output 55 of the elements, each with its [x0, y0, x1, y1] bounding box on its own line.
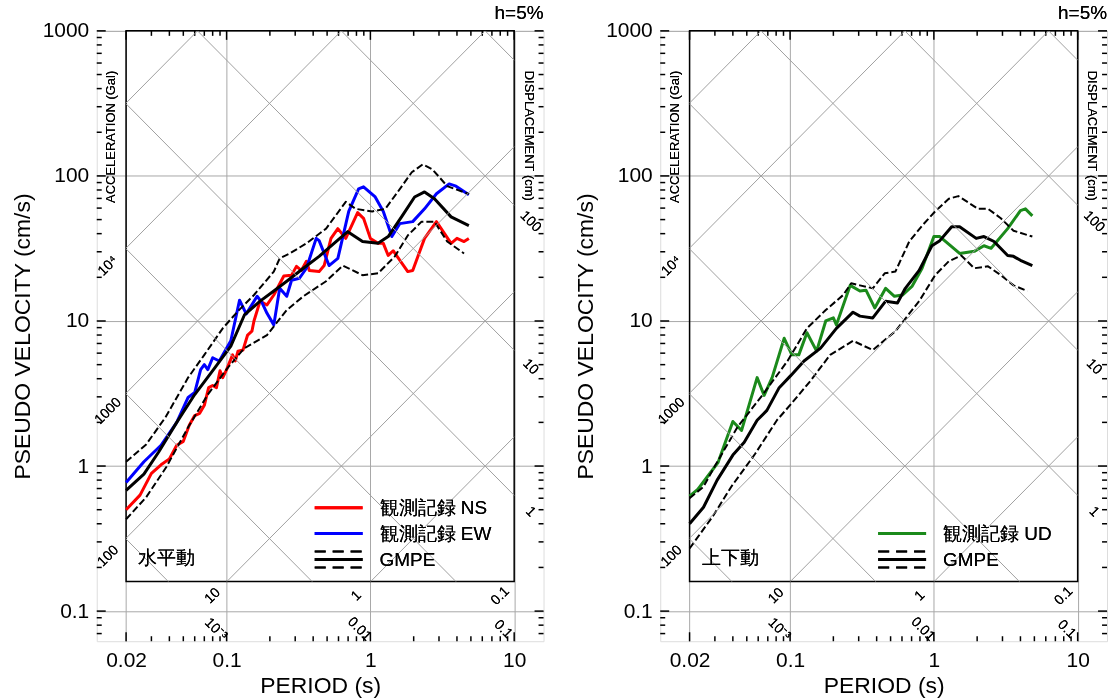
annotation: 1: [522, 502, 540, 520]
y-axis-title: PSEUDO VELOCITY (cm/s): [572, 193, 599, 480]
annotation: ACCELERATION (Gal): [103, 70, 119, 203]
annotation: 10: [520, 354, 543, 378]
annotation: 水平動: [138, 546, 196, 568]
annotation: 0.1: [491, 616, 517, 642]
text: h=5%: [494, 1, 544, 23]
y-tick-label: 1: [77, 453, 90, 477]
x-tick-label: 1: [365, 647, 377, 671]
annotation: 1: [347, 586, 365, 604]
annotation: 1: [1086, 502, 1104, 520]
annotation: 100: [1080, 207, 1109, 236]
annotation: 0.1: [1054, 616, 1081, 642]
annotation: 10⁴: [94, 252, 121, 279]
x-tick-label: 1: [928, 647, 941, 671]
annotation: 10⁴: [657, 252, 685, 279]
y-tick-label: 10: [65, 308, 90, 332]
x-axis-title: PERIOD (s): [823, 671, 945, 698]
legend-label: GMPE: [379, 548, 436, 570]
x-tick-label: 0.1: [776, 647, 806, 671]
annotation: 10: [1083, 354, 1107, 378]
x-tick-label: 10: [503, 647, 527, 671]
annotation: 100: [517, 207, 546, 236]
legend-label: 観測記録 NS: [379, 496, 488, 518]
annotation: 0.1: [487, 582, 513, 608]
annotation: DISPLACEMENT (cm): [1085, 70, 1101, 201]
y-axis-title: PSEUDO VELOCITY (cm/s): [8, 193, 35, 480]
x-axis-title: PERIOD (s): [260, 671, 382, 698]
x-tick-label: 0.02: [106, 647, 147, 671]
annotation: DISPLACEMENT (cm): [521, 70, 537, 201]
legend-label: GMPE: [943, 548, 999, 570]
y-tick-label: 10: [629, 308, 653, 332]
y-tick-label: 100: [54, 163, 90, 187]
x-tick-label: 0.02: [669, 647, 711, 671]
y-tick-label: 1000: [606, 18, 653, 42]
annotation: 10: [200, 584, 224, 607]
y-tick-label: 1: [641, 453, 653, 477]
annotation: 100: [93, 541, 122, 570]
legend-label: 観測記録 EW: [379, 522, 492, 544]
annotation: 10⁻³: [765, 614, 795, 644]
y-tick-label: 0.1: [623, 598, 653, 622]
annotation: 100: [657, 541, 685, 570]
annotation: 0.1: [1050, 582, 1076, 608]
text: h=5%: [1058, 1, 1108, 23]
annotation: 10⁻³: [201, 614, 232, 644]
annotation: 1: [910, 586, 928, 604]
y-tick-label: 1000: [42, 18, 90, 42]
legend-label: 観測記録 UD: [943, 522, 1052, 544]
x-tick-label: 10: [1066, 647, 1090, 671]
annotation: 10: [764, 584, 787, 607]
x-tick-label: 0.1: [212, 647, 242, 671]
annotation: ACCELERATION (Gal): [666, 70, 682, 203]
y-tick-label: 0.1: [60, 598, 90, 622]
annotation: 上下動: [701, 546, 759, 568]
y-tick-label: 100: [617, 163, 653, 187]
